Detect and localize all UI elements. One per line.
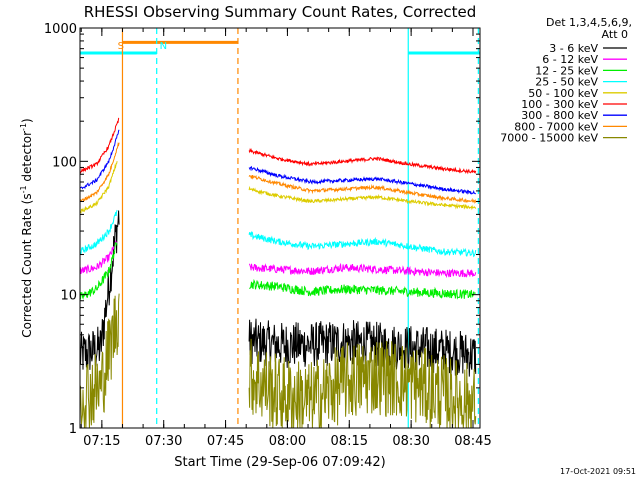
series-line-1-seg-1 [249, 262, 477, 279]
series-line-3-seg-0 [79, 209, 118, 255]
series-line-7-seg-1 [248, 174, 477, 205]
plot-frame [79, 27, 481, 429]
legend-label-4: 50 - 100 keV [528, 87, 598, 100]
x-tick-label: 08:30 [392, 434, 429, 449]
x-axis-label: Start Time (29-Sep-06 07:09:42) [174, 455, 385, 470]
data-series [79, 117, 477, 429]
x-tick-label: 08:00 [269, 434, 306, 449]
y-tick-label: 10 [60, 289, 77, 304]
series-line-1-seg-0 [79, 240, 118, 274]
legend-label-7: 800 - 7000 keV [514, 120, 598, 133]
x-tick-label: 08:15 [331, 434, 368, 449]
footer-timestamp: 17-Oct-2021 09:51 [560, 467, 636, 476]
flag-label-n: N [160, 41, 167, 52]
series-line-5-seg-1 [248, 147, 477, 175]
legend-label-5: 100 - 300 keV [521, 98, 598, 111]
y-axis-label: Corrected Count Rate (s-1 detector-1) [19, 118, 34, 337]
x-tick-label: 08:45 [454, 434, 491, 449]
series-line-2-seg-1 [249, 278, 476, 300]
series-line-6-seg-0 [79, 129, 120, 190]
y-tick-label: 1000 [44, 22, 77, 37]
legend-label-0: 3 - 6 keV [549, 42, 598, 55]
x-tick-label: 07:15 [83, 434, 120, 449]
series-line-7-seg-0 [79, 142, 120, 202]
y-tick-label: 1 [69, 422, 77, 437]
series-line-2-seg-0 [79, 242, 118, 300]
x-tick-label: 07:45 [207, 434, 244, 449]
legend-header-attenuator: Att 0 [602, 28, 628, 41]
series-line-4-seg-1 [248, 185, 477, 211]
series-line-6-seg-1 [248, 165, 477, 195]
y-tick-label: 100 [52, 155, 77, 170]
legend-label-3: 25 - 50 keV [535, 76, 598, 89]
legend-label-8: 7000 - 15000 keV [500, 132, 598, 145]
legend-header-detectors: Det 1,3,4,5,6,9, [546, 16, 632, 29]
flag-label-s: S [118, 41, 124, 52]
legend-label-1: 6 - 12 keV [542, 53, 598, 66]
series-line-3-seg-1 [248, 230, 477, 258]
chart-title: RHESSI Observing Summary Count Rates, Co… [84, 3, 477, 21]
legend-label-6: 300 - 800 keV [521, 109, 598, 122]
series-line-8-seg-1 [248, 338, 477, 429]
axes: 1 10 100 1000 07:15 07:30 07:45 08:00 08:15 08:30… [44, 22, 492, 449]
series-line-8-seg-0 [79, 293, 120, 429]
series-line-4-seg-0 [79, 161, 118, 214]
legend-label-2: 12 - 25 keV [535, 64, 598, 77]
series-line-5-seg-0 [79, 117, 120, 175]
series-line-0-seg-0 [79, 210, 120, 370]
x-tick-label: 07:30 [145, 434, 182, 449]
